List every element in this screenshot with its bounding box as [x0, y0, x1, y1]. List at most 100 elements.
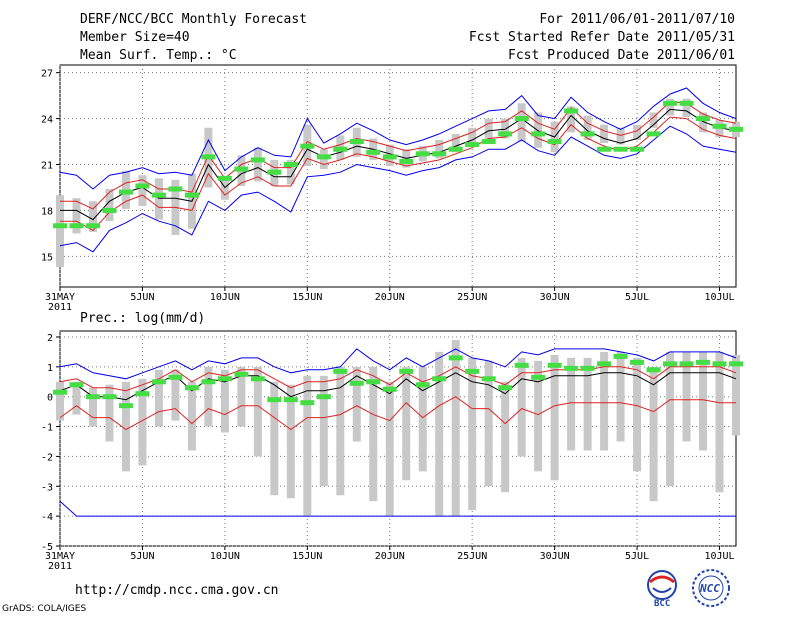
observation-marker — [267, 169, 282, 175]
plot-frame — [59, 64, 737, 288]
observation-marker — [498, 131, 513, 137]
y-tick-label: 15 — [41, 252, 53, 263]
observation-marker — [283, 397, 298, 403]
ensemble-range-bar — [204, 366, 213, 427]
observation-marker — [679, 361, 694, 367]
x-tick-label: 10JUL — [704, 292, 734, 303]
observation-marker — [53, 223, 67, 229]
ensemble-range-bar — [501, 381, 510, 493]
y-tick-label: -5 — [41, 542, 53, 553]
observation-marker — [712, 123, 727, 129]
observation-marker — [696, 359, 711, 365]
observation-marker — [663, 361, 678, 367]
observation-marker — [118, 189, 133, 195]
y-tick-label: -2 — [41, 452, 53, 463]
observation-marker — [547, 362, 562, 368]
x-year-label: 2011 — [48, 302, 72, 313]
series-upper-blue-line — [59, 348, 737, 380]
ensemble-range-bar — [237, 366, 246, 427]
y-tick-label: 24 — [41, 115, 53, 126]
observation-marker — [69, 382, 84, 388]
series-lower-blue-line — [59, 125, 737, 253]
observation-marker — [366, 379, 381, 385]
forecast-period: For 2011/06/01-2011/07/10 — [539, 12, 735, 27]
ensemble-range-bar — [534, 112, 543, 148]
series-lower-blue-line — [59, 500, 736, 517]
observation-marker — [234, 166, 249, 172]
observation-marker — [135, 391, 150, 397]
observation-marker — [580, 365, 595, 371]
ensemble-range-bar — [567, 357, 576, 451]
observation-marker — [646, 367, 661, 373]
x-tick-label: 15JUN — [292, 551, 322, 562]
ensemble-range-bar — [633, 124, 642, 141]
x-tick-label: 31MAY — [45, 551, 75, 562]
ensemble-range-bar — [352, 366, 361, 442]
ensemble-range-bar — [72, 381, 81, 415]
observation-marker — [613, 353, 628, 359]
y-tick-label: 18 — [41, 206, 53, 217]
ensemble-range-bar — [583, 115, 592, 141]
ensemble-range-bar — [319, 375, 328, 487]
observation-marker — [382, 154, 397, 160]
observation-marker — [613, 146, 628, 152]
ensemble-range-bar — [88, 387, 97, 427]
ensemble-range-bar — [715, 351, 724, 493]
ensemble-range-bar — [88, 201, 97, 232]
series-lower-red-line — [59, 396, 736, 431]
observation-marker — [151, 192, 166, 198]
observation-marker — [168, 186, 183, 192]
observation-marker — [349, 139, 364, 145]
observation-marker — [168, 374, 183, 380]
x-year-label: 2011 — [48, 561, 72, 572]
ensemble-range-bar — [187, 381, 196, 451]
y-tick-label: -4 — [41, 512, 53, 523]
observation-marker — [102, 207, 117, 213]
observation-marker — [135, 183, 150, 189]
series-upper-blue-line — [59, 87, 737, 190]
observation-marker — [399, 158, 414, 164]
ensemble-range-bar — [649, 366, 658, 502]
x-tick-label: 15JUN — [292, 292, 322, 303]
ensemble-range-bar — [270, 381, 279, 496]
observation-marker — [448, 146, 463, 152]
ensemble-range-bar — [517, 357, 526, 457]
ensemble-range-bar — [616, 351, 625, 442]
ensemble-range-bar — [484, 360, 493, 487]
observation-marker — [729, 126, 743, 132]
observation-marker — [514, 362, 529, 368]
observation-marker — [432, 376, 447, 382]
ensemble-range-bar — [633, 357, 642, 472]
ensemble-range-bar — [105, 384, 114, 442]
ensemble-range-bar — [649, 112, 658, 128]
ensemble-range-bar — [468, 127, 477, 145]
bcc-logo: BCC — [647, 570, 677, 608]
precipitation-chart: Prec.: log(mm/d) 31MAY 5JUN 10JUN 15JUN 20JU… — [41, 311, 743, 572]
y-tick-label: 27 — [41, 69, 53, 80]
observation-marker — [283, 162, 298, 168]
observation-marker — [267, 397, 282, 403]
ensemble-range-bar — [534, 360, 543, 472]
y-tick-label: 21 — [41, 161, 53, 172]
ensemble-range-bar — [253, 147, 262, 182]
observation-marker — [481, 139, 496, 145]
x-tick-label: 5JUL — [625, 292, 649, 303]
observation-marker — [250, 157, 265, 163]
ensemble-range-bar — [732, 354, 740, 436]
x-tick-label: 10JUN — [210, 551, 240, 562]
observation-marker — [630, 359, 645, 365]
x-tick-label: 5JUN — [130, 292, 154, 303]
x-tick-label: 25JUN — [457, 551, 487, 562]
observation-marker — [465, 368, 480, 374]
observation-marker — [663, 100, 678, 106]
footer-url[interactable]: http://cmdp.ncc.cma.gov.cn — [75, 583, 279, 598]
ensemble-range-bar — [154, 178, 163, 220]
y-tick-label: 0 — [47, 393, 53, 404]
observation-marker — [316, 394, 331, 400]
ensemble-range-bar — [220, 176, 229, 200]
ensemble-range-bar — [56, 195, 64, 268]
ensemble-range-bar — [682, 98, 691, 118]
observation-marker — [679, 100, 694, 106]
x-tick-label: 20JUN — [375, 292, 405, 303]
